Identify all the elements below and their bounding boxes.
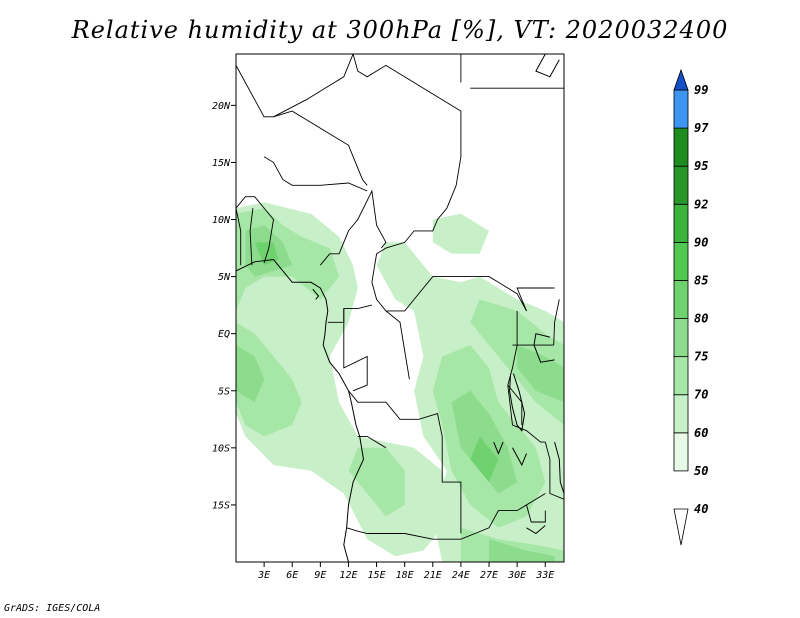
lat-label-10N: 10N	[212, 215, 231, 226]
country-border-3	[263, 156, 368, 192]
lon-label-15E: 15E	[368, 570, 386, 581]
country-border-15	[544, 441, 564, 500]
lat-label-10S: 10S	[212, 443, 230, 454]
colorbar-segment-90	[673, 203, 689, 243]
map-title: Relative humidity at 300hPa [%], VT: 202…	[71, 16, 729, 44]
humidity-area-4	[236, 322, 302, 437]
colorbar-upper-triangle	[673, 68, 689, 91]
lon-label-33E: 33E	[535, 570, 554, 581]
colorbar-label-97: 97	[694, 121, 709, 135]
colorbar-label-85: 85	[694, 273, 708, 287]
colorbar-label-60: 60	[694, 426, 708, 440]
lat-label-5N: 5N	[218, 272, 231, 283]
lat-label-15S: 15S	[212, 500, 230, 511]
colorbar-label-92: 92	[694, 197, 708, 211]
colorbar-segment-85	[673, 241, 689, 281]
colorbar-segment-70	[673, 356, 689, 396]
lon-label-6E: 6E	[286, 570, 298, 581]
colorbar-label-95: 95	[694, 159, 708, 173]
country-border-19	[516, 287, 555, 312]
country-border-12	[357, 435, 387, 449]
country-border-7	[319, 189, 387, 266]
humidity-area-10	[236, 345, 265, 403]
lat-label-5S: 5S	[218, 386, 230, 397]
map-frame	[235, 53, 565, 563]
coastline-3	[554, 441, 564, 494]
lat-label-20N: 20N	[212, 101, 231, 112]
colorbar-segment-75	[673, 318, 689, 358]
humidity-area-2	[432, 213, 489, 254]
colorbar-segment-97	[673, 89, 689, 129]
country-border-9	[343, 308, 368, 392]
colorbar-segment-92	[673, 165, 689, 205]
country-border-0	[352, 54, 527, 312]
lon-label-9E: 9E	[314, 570, 326, 581]
humidity-area-13	[489, 539, 555, 562]
country-border-22	[507, 384, 523, 425]
country-border-5	[249, 208, 254, 266]
country-border-6	[236, 208, 242, 266]
country-border-1	[236, 65, 368, 186]
lon-label-12E: 12E	[339, 570, 357, 581]
lon-label-3E: 3E	[257, 570, 270, 581]
country-border-21	[553, 299, 560, 346]
lon-label-27E: 27E	[480, 570, 498, 581]
country-border-16	[526, 504, 546, 523]
colorbar-segment-80	[673, 280, 689, 319]
colorbar-label-80: 80	[694, 312, 708, 326]
country-border-11	[348, 390, 462, 534]
colorbar-segment-60	[673, 394, 689, 434]
colorbar-label-99: 99	[694, 83, 708, 97]
country-border-14	[507, 310, 546, 443]
coastline-0	[236, 258, 365, 562]
country-border-4	[236, 196, 274, 264]
country-border-10	[385, 310, 410, 380]
country-border-13	[346, 493, 546, 540]
colorbar-label-90: 90	[694, 235, 708, 249]
lon-label-18E: 18E	[396, 570, 414, 581]
humidity-area-15	[470, 436, 499, 483]
colorbar-label-75: 75	[694, 350, 708, 364]
coastline-8	[535, 54, 560, 78]
lat-label-EQ: EQ	[218, 329, 230, 340]
colorbar-lower-triangle	[673, 508, 689, 546]
grads-credit: GrADS: IGES/COLA	[4, 603, 101, 614]
humidity-area-12	[517, 345, 564, 403]
colorbar-label-40: 40	[694, 502, 708, 516]
coastline-5	[493, 441, 504, 455]
lon-label-30E: 30E	[507, 570, 526, 581]
coastline-4	[512, 447, 527, 467]
humidity-area-5	[348, 447, 405, 517]
lon-label-24E: 24E	[452, 570, 470, 581]
colorbar-segment-95	[673, 127, 689, 167]
colorbar-label-70: 70	[694, 388, 708, 402]
coastline-7	[526, 525, 546, 535]
coastline-6	[312, 288, 320, 300]
colorbar-segment-50	[673, 432, 689, 472]
lon-label-21E: 21E	[424, 570, 442, 581]
colorbar-label-50: 50	[694, 464, 708, 478]
country-border-2	[273, 54, 354, 118]
lat-label-15N: 15N	[212, 158, 231, 169]
